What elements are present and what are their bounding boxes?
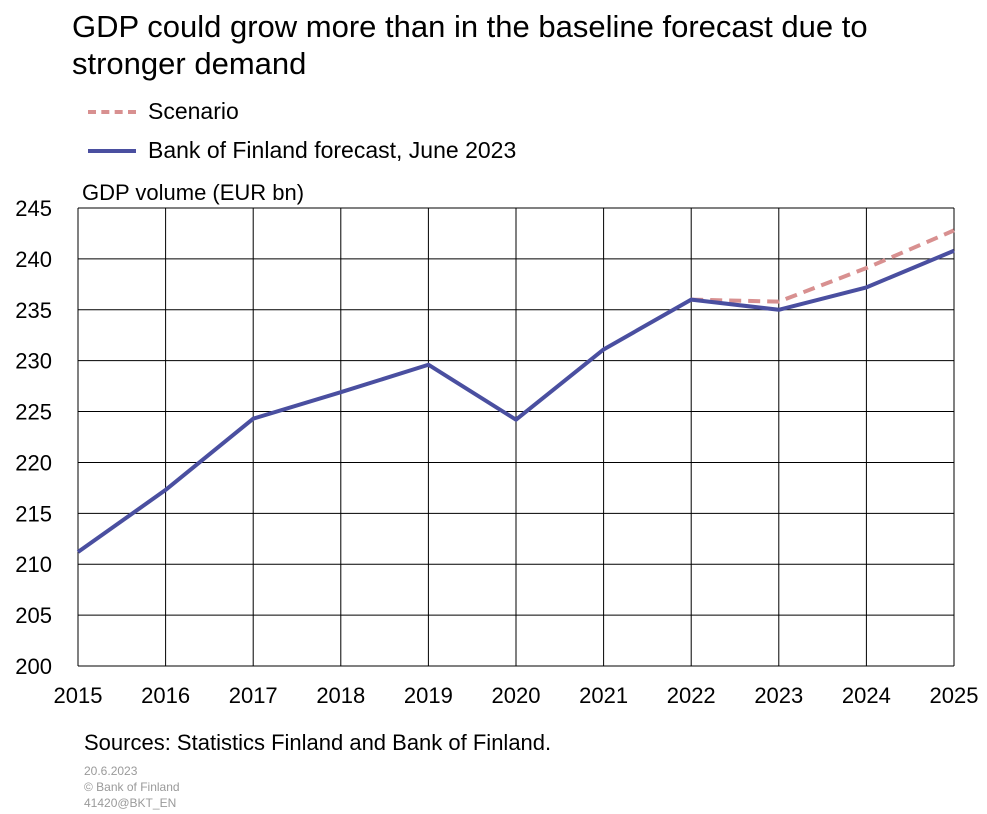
- legend-label-forecast: Bank of Finland forecast, June 2023: [148, 137, 517, 163]
- x-tick-label: 2018: [316, 683, 365, 708]
- y-tick-label: 200: [15, 654, 52, 679]
- x-tick-label: 2020: [492, 683, 541, 708]
- x-tick-label: 2015: [54, 683, 103, 708]
- series-line-forecast: [76, 248, 955, 554]
- footer-meta: 20.6.2023 © Bank of Finland 41420@BKT_EN: [84, 763, 180, 811]
- footer-copyright: © Bank of Finland: [84, 780, 180, 794]
- legend-swatch-forecast: [88, 148, 136, 153]
- y-tick-label: 240: [15, 247, 52, 272]
- y-axis-label: GDP volume (EUR bn): [82, 180, 304, 205]
- series-line-scenario: [691, 228, 955, 304]
- x-tick-label: 2025: [930, 683, 979, 708]
- x-tick-label: 2024: [842, 683, 891, 708]
- legend-item-scenario: Scenario: [88, 92, 516, 131]
- x-tick-label: 2023: [754, 683, 803, 708]
- y-tick-label: 205: [15, 603, 52, 628]
- legend-swatch-scenario: [88, 109, 136, 114]
- footer-date: 20.6.2023: [84, 764, 138, 778]
- gdp-line-chart: 200 205 210 215 220 225 230 235 240 245 2015 2016 20…: [15, 180, 979, 708]
- sources-note: Sources: Statistics Finland and Bank of …: [84, 730, 552, 755]
- x-tick-label: 2016: [141, 683, 190, 708]
- x-tick-label: 2021: [579, 683, 628, 708]
- y-tick-label: 220: [15, 450, 52, 475]
- y-tick-label: 235: [15, 298, 52, 323]
- legend-item-forecast: Bank of Finland forecast, June 2023: [88, 131, 516, 170]
- footer-code: 41420@BKT_EN: [84, 796, 177, 810]
- y-tick-label: 225: [15, 400, 52, 425]
- x-tick-label: 2019: [404, 683, 453, 708]
- x-tick-label: 2017: [229, 683, 278, 708]
- chart-title: GDP could grow more than in the baseline…: [72, 9, 868, 81]
- y-tick-label: 215: [15, 501, 52, 526]
- legend: Scenario Bank of Finland forecast, June …: [88, 92, 516, 170]
- y-tick-label: 230: [15, 349, 52, 374]
- y-tick-label: 210: [15, 552, 52, 577]
- x-tick-label: 2022: [667, 683, 716, 708]
- y-tick-label: 245: [15, 196, 52, 221]
- legend-label-scenario: Scenario: [148, 98, 239, 124]
